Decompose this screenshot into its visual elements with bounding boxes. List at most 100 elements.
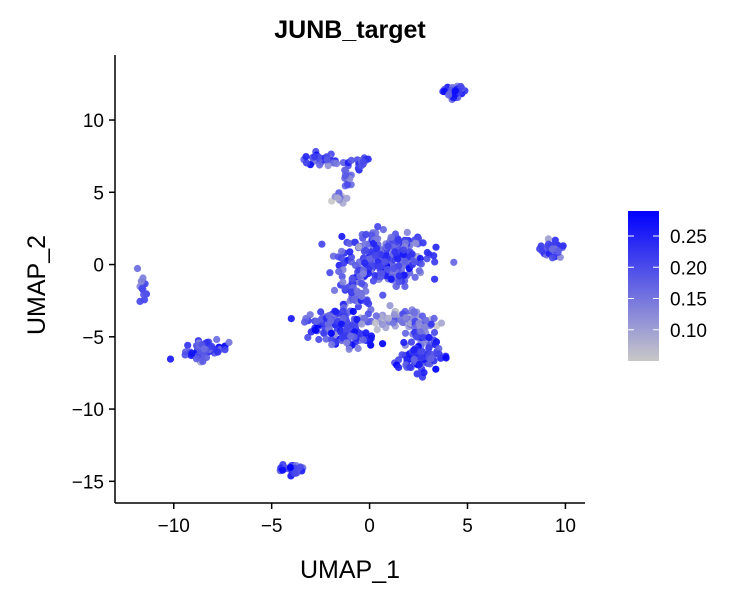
scatter-point: [379, 340, 387, 348]
scatter-point: [188, 349, 196, 358]
scatter-point: [374, 223, 382, 231]
scatter-point: [344, 180, 352, 188]
color-scale-ticks: 0.10 0.15 0.20 0.25: [628, 227, 707, 342]
scatter-point: [279, 466, 287, 474]
y-axis-title: UMAP_2: [23, 235, 51, 335]
scatter-point: [313, 317, 321, 325]
scatter-point: [442, 354, 450, 362]
scatter-point: [372, 252, 380, 260]
scatter-point: [450, 258, 458, 266]
scatter-point: [402, 314, 410, 322]
x-tick-label: −10: [158, 516, 190, 537]
scatter-point: [225, 338, 233, 346]
x-axis-ticks: −10 −5 0 5 10: [158, 503, 576, 537]
scatter-point: [361, 240, 369, 248]
scatter-point: [349, 307, 357, 316]
scatter-point: [411, 273, 419, 281]
scatter-point: [364, 310, 372, 318]
scatter-point: [427, 355, 435, 363]
scatter-point: [322, 335, 330, 343]
y-tick-label: −10: [72, 400, 104, 421]
scatter-point: [430, 328, 439, 337]
scatter-point: [333, 160, 341, 168]
scatter-point: [133, 264, 142, 273]
scatter-point: [339, 314, 347, 322]
scatter-point: [354, 303, 362, 311]
scatter-point: [302, 159, 311, 167]
scatter-point: [421, 323, 429, 331]
scatter-point: [422, 316, 430, 324]
scatter-point: [348, 288, 356, 296]
legend-tick-label: 0.20: [670, 258, 707, 279]
scatter-point: [415, 267, 423, 275]
scatter-point: [347, 332, 355, 340]
scatter-point: [410, 355, 418, 363]
scatter-point: [383, 265, 391, 273]
scatter-point: [394, 255, 402, 263]
scatter-point: [200, 345, 208, 353]
scatter-point: [324, 162, 332, 170]
scatter-point: [372, 312, 380, 320]
scatter-point: [347, 156, 355, 164]
x-tick-label: 5: [462, 516, 473, 537]
scatter-point: [415, 319, 423, 327]
scatter-point: [338, 272, 346, 281]
scatter-point: [221, 346, 229, 354]
scatter-point: [359, 336, 367, 344]
scatter-point: [327, 317, 335, 325]
scatter-point: [286, 463, 294, 472]
scatter-point: [353, 316, 361, 324]
scatter-point: [378, 320, 386, 329]
scatter-point: [208, 342, 216, 351]
scatter-point: [375, 262, 384, 270]
scatter-point: [431, 275, 439, 283]
scatter-point: [407, 338, 415, 346]
scatter-point: [345, 345, 353, 353]
scatter-point: [413, 333, 421, 341]
scatter-point: [432, 365, 440, 373]
scatter-point: [417, 260, 425, 268]
color-scale-bar: [628, 211, 659, 361]
scatter-point: [330, 286, 339, 294]
scatter-point: [400, 338, 408, 347]
scatter-point: [370, 239, 378, 248]
y-tick-label: −5: [82, 328, 104, 349]
legend-tick-label: 0.10: [670, 321, 707, 342]
scatter-point: [403, 228, 411, 236]
scatter-point: [412, 239, 420, 247]
scatter-point: [384, 242, 392, 250]
scatter-point: [374, 235, 382, 243]
scatter-point: [287, 315, 295, 323]
scatter-point: [362, 298, 370, 306]
scatter-point: [554, 247, 562, 255]
scatter-point: [410, 346, 418, 354]
scatter-point: [361, 259, 369, 267]
scatter-point: [427, 320, 435, 328]
scatter-point: [431, 258, 439, 266]
scatter-point: [343, 339, 351, 347]
scatter-point: [435, 345, 443, 353]
scatter-point: [373, 326, 381, 334]
scatter-point: [395, 272, 403, 280]
scatter-point: [425, 333, 433, 342]
legend-tick-label: 0.25: [670, 227, 707, 248]
scatter-point: [332, 308, 340, 316]
scatter-point: [387, 233, 395, 241]
scatter-point: [338, 232, 346, 241]
y-tick-label: 10: [83, 111, 104, 132]
scatter-point: [362, 287, 370, 295]
scatter-point: [385, 314, 393, 322]
scatter-point: [445, 91, 453, 99]
scatter-point: [335, 267, 343, 276]
scatter-point: [362, 231, 370, 239]
scatter-point: [202, 353, 211, 362]
scatter-point: [371, 272, 379, 280]
scatter-point: [353, 287, 361, 295]
x-tick-label: −5: [261, 516, 283, 537]
scatter-point: [327, 329, 335, 337]
scatter-point: [301, 318, 309, 326]
scatter-point: [337, 254, 345, 262]
scatter-point: [395, 363, 403, 372]
scatter-point: [346, 248, 354, 256]
scatter-point: [362, 329, 370, 337]
